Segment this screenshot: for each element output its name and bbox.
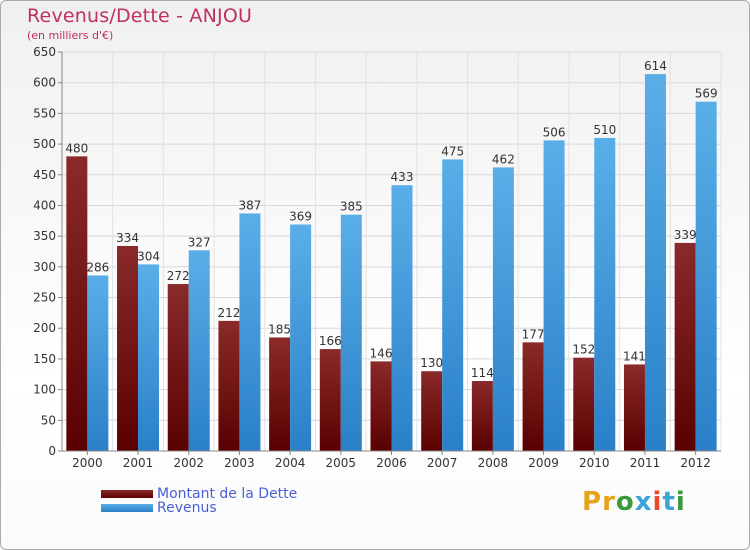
y-tick-label: 300 <box>33 260 56 274</box>
data-label-revenue: 369 <box>289 209 312 223</box>
bar-revenue <box>87 275 109 451</box>
bar-revenue <box>239 213 261 451</box>
data-label-revenue: 327 <box>188 235 211 249</box>
x-tick-label: 2007 <box>427 456 458 470</box>
bar-debt <box>471 381 493 451</box>
bar-debt <box>623 364 645 451</box>
data-label-revenue: 304 <box>137 249 160 263</box>
bar-revenue <box>340 214 362 451</box>
data-label-debt: 177 <box>522 327 545 341</box>
proxiti-logo: Proxiti <box>582 487 686 517</box>
bar-revenue <box>594 137 616 451</box>
x-tick-label: 2006 <box>376 456 407 470</box>
legend-label-revenue: Revenus <box>157 500 217 516</box>
x-tick-label: 2005 <box>326 456 357 470</box>
data-label-debt: 334 <box>116 231 139 245</box>
y-tick-label: 150 <box>33 352 56 366</box>
bar-debt <box>167 284 189 451</box>
chart-title: Revenus/Dette - ANJOU <box>27 5 253 27</box>
y-tick-label: 50 <box>41 413 56 427</box>
bar-debt <box>117 245 139 451</box>
bar-debt <box>674 242 696 451</box>
y-tick-label: 500 <box>33 137 56 151</box>
legend-label-debt: Montant de la Dette <box>157 486 298 502</box>
legend-item-revenue: Revenus <box>101 501 297 515</box>
bar-revenue <box>188 250 210 451</box>
y-tick-label: 100 <box>33 383 56 397</box>
bar-revenue <box>695 101 717 452</box>
data-label-revenue: 506 <box>543 125 566 139</box>
data-label-revenue: 462 <box>492 152 515 166</box>
data-label-revenue: 286 <box>86 260 109 274</box>
bar-debt <box>522 342 544 451</box>
x-tick-label: 2012 <box>680 456 711 470</box>
chart-legend: Montant de la Dette Revenus <box>101 487 297 515</box>
y-tick-label: 350 <box>33 229 56 243</box>
y-tick-label: 200 <box>33 321 56 335</box>
data-label-revenue: 387 <box>238 198 261 212</box>
y-tick-label: 600 <box>33 76 56 90</box>
y-tick-label: 250 <box>33 291 56 305</box>
data-label-debt: 272 <box>167 269 190 283</box>
bar-debt <box>319 349 341 451</box>
logo-letter: P <box>582 487 603 517</box>
logo-letter: i <box>675 487 686 517</box>
x-tick-label: 2010 <box>579 456 610 470</box>
data-label-debt: 166 <box>319 334 342 348</box>
y-tick-label: 550 <box>33 106 56 120</box>
data-label-debt: 146 <box>370 346 393 360</box>
bar-debt <box>573 357 595 451</box>
y-tick-label: 0 <box>48 444 56 458</box>
x-tick-label: 2004 <box>275 456 306 470</box>
data-label-revenue: 510 <box>593 123 616 137</box>
data-label-revenue: 433 <box>391 170 414 184</box>
bar-debt <box>370 361 392 451</box>
legend-swatch-debt <box>101 490 153 498</box>
data-label-debt: 480 <box>65 141 88 155</box>
data-label-revenue: 614 <box>644 59 667 73</box>
y-tick-label: 400 <box>33 198 56 212</box>
bar-debt <box>421 371 443 451</box>
data-label-debt: 141 <box>623 349 646 363</box>
bar-revenue <box>543 140 565 451</box>
y-tick-label: 650 <box>33 45 56 59</box>
bar-debt <box>218 320 240 451</box>
legend-swatch-revenue <box>101 504 153 512</box>
logo-letter: t <box>662 487 676 517</box>
bar-revenue <box>391 185 413 451</box>
data-label-revenue: 385 <box>340 200 363 214</box>
bar-revenue <box>442 159 464 451</box>
data-label-debt: 185 <box>268 322 291 336</box>
x-tick-label: 2009 <box>528 456 559 470</box>
logo-letter: i <box>652 487 663 517</box>
chart-subtitle: (en milliers d'€) <box>27 29 114 42</box>
data-label-revenue: 569 <box>695 87 718 101</box>
data-label-debt: 130 <box>420 356 443 370</box>
x-tick-label: 2008 <box>478 456 509 470</box>
data-label-revenue: 475 <box>441 144 464 158</box>
data-label-debt: 152 <box>572 343 595 357</box>
bar-debt <box>269 337 291 451</box>
bar-revenue <box>138 264 160 451</box>
logo-letter: r <box>602 487 616 517</box>
logo-letter: x <box>634 487 653 517</box>
x-tick-label: 2001 <box>123 456 154 470</box>
x-tick-label: 2011 <box>630 456 661 470</box>
bar-revenue <box>290 224 312 451</box>
logo-letter: o <box>615 487 635 517</box>
data-label-debt: 212 <box>217 306 240 320</box>
x-tick-label: 2002 <box>173 456 204 470</box>
data-label-debt: 114 <box>471 366 494 380</box>
bar-revenue <box>644 74 666 452</box>
bar-revenue <box>492 167 514 451</box>
bar-debt <box>66 156 88 451</box>
y-tick-label: 450 <box>33 168 56 182</box>
x-tick-label: 2003 <box>224 456 255 470</box>
data-label-debt: 339 <box>674 228 697 242</box>
x-tick-label: 2000 <box>72 456 103 470</box>
legend-item-debt: Montant de la Dette <box>101 487 297 501</box>
